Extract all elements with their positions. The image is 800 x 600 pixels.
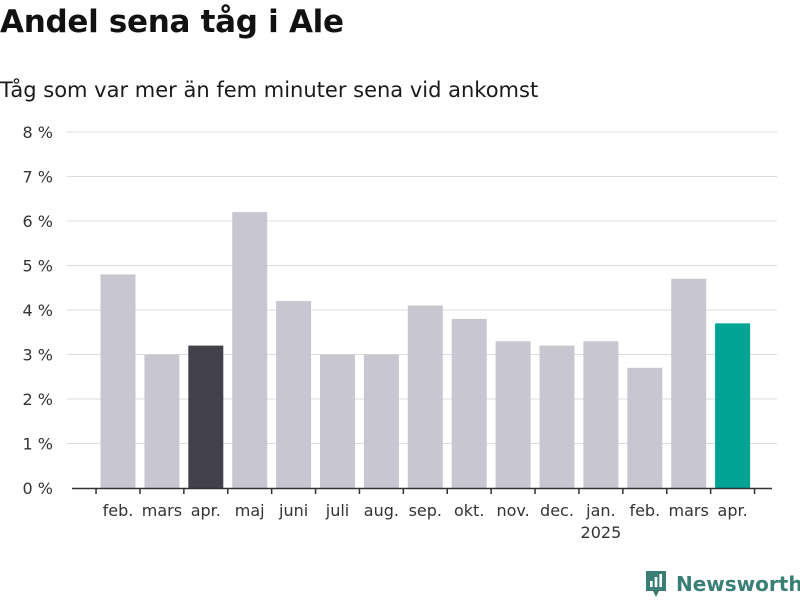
y-tick-label: 3 % [23,346,53,365]
bar [407,305,443,488]
chart-subtitle: Tåg som var mer än fem minuter sena vid … [0,78,539,102]
y-tick-label: 4 % [23,301,53,320]
y-axis-ticks: 0 % 1 % 2 % 3 % 4 % 5 % 6 % 7 % 8 % [23,123,53,498]
x-tick-label: feb. [103,501,134,520]
x-tick-label: dec. [540,501,574,520]
bar [495,341,531,488]
x-tick-label: feb. [629,501,660,520]
x-axis [72,487,772,494]
x-tick-label: nov. [496,501,529,520]
bar [188,345,224,488]
x-tick-label: aug. [364,501,399,520]
x-tick-label: okt. [454,501,484,520]
bars [100,212,751,488]
y-tick-label: 2 % [23,390,53,409]
x-tick-label: juni [278,501,308,520]
bar-chart: 0 % 1 % 2 % 3 % 4 % 5 % 6 % 7 % 8 % 2025 feb. mar… [23,123,777,542]
bar [451,318,487,488]
y-tick-label: 7 % [23,168,53,187]
chart-title: Andel sena tåg i Ale [0,4,344,40]
y-tick-label: 8 % [23,123,53,142]
bar [100,274,136,488]
x-tick-label: juli [325,501,349,520]
x-axis-year-label: 2025 [581,523,622,542]
bar [276,301,312,488]
bar [539,345,575,488]
bar [671,278,707,488]
x-tick-label: apr. [191,501,221,520]
bar [320,354,355,488]
x-tick-label: sep. [409,501,442,520]
bar [144,354,180,488]
x-tick-label: mars [142,501,182,520]
x-tick-label: apr. [718,501,748,520]
x-tick-label: maj [235,501,265,520]
y-tick-label: 5 % [23,257,53,276]
x-tick-label: jan. [585,501,615,520]
y-tick-label: 6 % [23,212,53,231]
newsworthy-logo-text: Newsworthy [676,572,800,596]
x-axis-labels: 2025 feb. mars apr. maj juni juli aug. sep. okt.… [103,501,748,542]
y-tick-label: 0 % [23,479,53,498]
bar [232,212,268,488]
bar [363,354,399,488]
bar [583,341,619,488]
bar [627,367,663,488]
newsworthy-logo-icon [646,571,666,597]
newsworthy-logo: Newsworthy [644,569,800,599]
bar [715,323,751,488]
x-tick-label: mars [669,501,709,520]
y-tick-label: 1 % [23,435,53,454]
